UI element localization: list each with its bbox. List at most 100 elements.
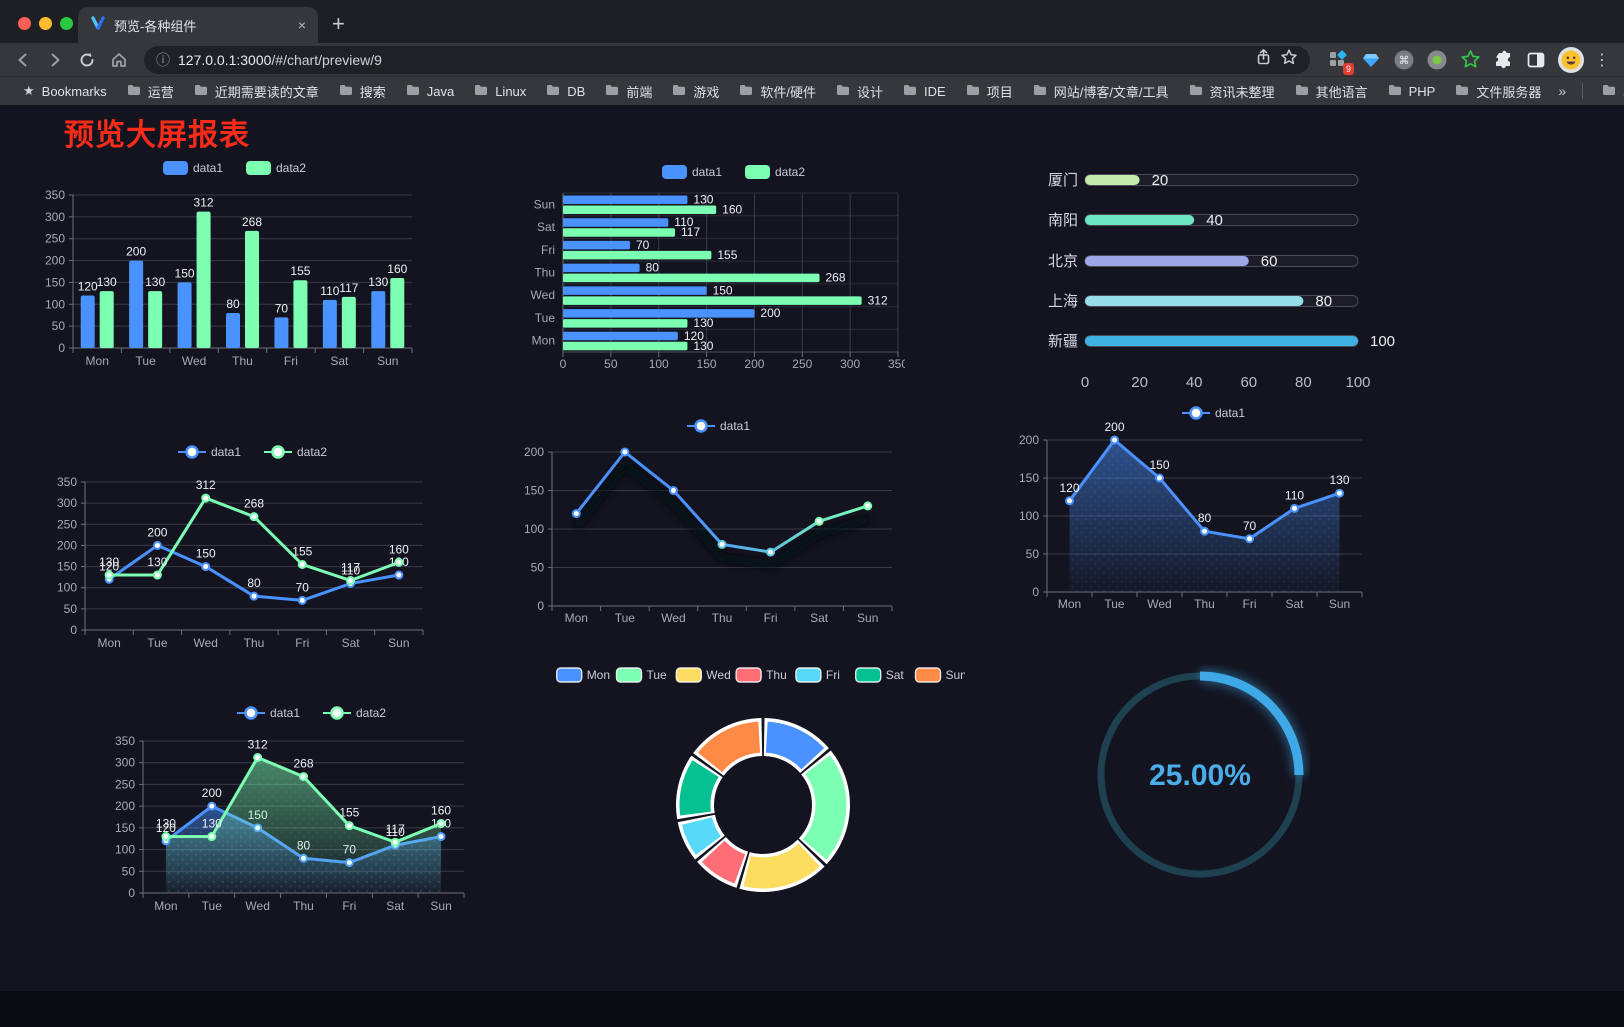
svg-text:150: 150 bbox=[175, 266, 195, 280]
svg-text:130: 130 bbox=[1329, 473, 1349, 487]
area-line-chart[interactable]: data1 0 50 100 150 200 Mon Tue Wed Thu Fri Sat Sun 12… bbox=[985, 400, 1385, 620]
bookmark-folder[interactable]: IDE bbox=[894, 81, 955, 102]
svg-text:Tue: Tue bbox=[1104, 597, 1125, 611]
svg-text:20: 20 bbox=[1131, 374, 1148, 391]
other-bookmarks-folder[interactable]: 其他书签 bbox=[1593, 79, 1624, 104]
bookmark-folder[interactable]: 资讯未整理 bbox=[1180, 79, 1284, 104]
bookmark-star-icon[interactable] bbox=[1280, 48, 1298, 71]
svg-text:200: 200 bbox=[744, 357, 764, 371]
svg-text:80: 80 bbox=[1198, 511, 1212, 525]
svg-text:Sat: Sat bbox=[886, 668, 905, 682]
back-button[interactable] bbox=[10, 47, 36, 73]
gradient-line-chart[interactable]: data1 0 50 100 150 200 Mon Tue Wed Thu Fri Sat Sun bbox=[505, 415, 900, 640]
reload-button[interactable] bbox=[74, 47, 100, 73]
svg-text:Wed: Wed bbox=[245, 899, 269, 913]
share-icon[interactable] bbox=[1255, 48, 1272, 71]
tab-close-icon[interactable]: × bbox=[297, 17, 306, 33]
svg-text:Tue: Tue bbox=[147, 636, 168, 650]
bookmark-folder[interactable]: 软件/硬件 bbox=[730, 79, 825, 104]
bookmark-folder[interactable]: DB bbox=[537, 81, 594, 102]
donut-chart[interactable]: Mon Tue Wed Thu Fri Sat Sun bbox=[555, 660, 965, 900]
forward-button[interactable] bbox=[42, 47, 68, 73]
horizontal-bar-chart[interactable]: data1 data2 0 50 100 150 200 250 300 350 Sun 130 160… bbox=[505, 150, 905, 375]
svg-text:Fri: Fri bbox=[342, 899, 356, 913]
progress-bar-chart[interactable]: 厦门 20 南阳 40 北京 60 上海 80 新疆 100 0 20 40 60 80 100 bbox=[1000, 150, 1400, 395]
svg-text:0: 0 bbox=[537, 599, 544, 613]
extension-gem-icon[interactable] bbox=[1359, 48, 1383, 72]
svg-text:250: 250 bbox=[792, 357, 812, 371]
bookmark-folder[interactable]: 设计 bbox=[827, 79, 892, 104]
svg-text:350: 350 bbox=[57, 475, 77, 489]
svg-text:312: 312 bbox=[194, 196, 214, 210]
grouped-bar-chart[interactable]: data1 data2 0 50 100 150 200 250 300 350 Mon Tue Wed… bbox=[40, 145, 460, 375]
svg-text:data2: data2 bbox=[276, 161, 306, 175]
extension-grid-icon[interactable]: 9 bbox=[1326, 48, 1354, 75]
svg-text:200: 200 bbox=[1019, 433, 1039, 447]
svg-text:⌘: ⌘ bbox=[1399, 55, 1410, 67]
extension-command-icon[interactable]: ⌘ bbox=[1392, 48, 1416, 72]
extension-star-icon[interactable] bbox=[1458, 48, 1482, 72]
svg-text:Tue: Tue bbox=[136, 354, 157, 368]
svg-text:300: 300 bbox=[57, 496, 77, 510]
page-info-icon[interactable]: ⓘ bbox=[156, 51, 170, 68]
minimize-window-button[interactable] bbox=[39, 17, 52, 30]
bookmark-folder[interactable]: 文件服务器 bbox=[1446, 79, 1550, 104]
bookmark-folder[interactable]: 前端 bbox=[596, 79, 661, 104]
folder-icon bbox=[1455, 84, 1469, 99]
close-window-button[interactable] bbox=[18, 17, 31, 30]
bookmark-folder[interactable]: 搜索 bbox=[330, 79, 395, 104]
browser-menu-icon[interactable]: ⋮ bbox=[1594, 51, 1610, 69]
side-panel-icon[interactable] bbox=[1524, 48, 1548, 72]
svg-text:Wed: Wed bbox=[661, 611, 685, 625]
gauge-progress-chart[interactable]: 25.00% bbox=[1090, 665, 1310, 885]
svg-text:100: 100 bbox=[1019, 509, 1039, 523]
svg-text:130: 130 bbox=[97, 275, 117, 289]
bookmark-folder[interactable]: Linux bbox=[465, 81, 535, 102]
svg-text:新疆: 新疆 bbox=[1048, 333, 1078, 350]
new-tab-button[interactable]: + bbox=[332, 11, 345, 36]
extension-record-icon[interactable] bbox=[1425, 48, 1449, 72]
svg-text:0: 0 bbox=[70, 623, 77, 637]
bookmarks-overflow-chevron[interactable]: » bbox=[1558, 83, 1567, 99]
svg-text:150: 150 bbox=[57, 560, 77, 574]
bookmark-folder[interactable]: 游戏 bbox=[663, 79, 728, 104]
svg-text:268: 268 bbox=[293, 757, 313, 771]
window-controls[interactable] bbox=[18, 17, 73, 30]
svg-text:120: 120 bbox=[684, 329, 704, 343]
home-button[interactable] bbox=[106, 47, 132, 73]
svg-text:200: 200 bbox=[147, 525, 167, 539]
page-title: 预览大屏报表 bbox=[64, 119, 250, 152]
svg-text:Wed: Wed bbox=[182, 354, 206, 368]
browser-tab[interactable]: 预览-各种组件 × bbox=[78, 7, 318, 43]
bookmark-folder[interactable]: 运营 bbox=[118, 79, 183, 104]
svg-text:Fri: Fri bbox=[284, 354, 298, 368]
svg-text:80: 80 bbox=[1315, 293, 1332, 310]
fullscreen-window-button[interactable] bbox=[60, 17, 73, 30]
bookmark-folder[interactable]: 网站/博客/文章/工具 bbox=[1024, 79, 1178, 104]
svg-text:80: 80 bbox=[226, 297, 240, 311]
extensions-row: 9 ⌘ bbox=[1322, 48, 1552, 75]
svg-text:50: 50 bbox=[52, 319, 66, 333]
tab-favicon-icon bbox=[90, 15, 106, 36]
svg-text:60: 60 bbox=[1240, 374, 1257, 391]
profile-avatar[interactable] bbox=[1558, 46, 1584, 73]
svg-text:110: 110 bbox=[674, 215, 693, 229]
bookmark-folder[interactable]: 项目 bbox=[957, 79, 1022, 104]
dual-line-chart[interactable]: data1 data2 0 50 100 150 200 250 300 350 Mon Tue Wed… bbox=[40, 440, 460, 675]
svg-text:70: 70 bbox=[1243, 519, 1257, 533]
svg-text:北京: 北京 bbox=[1048, 253, 1078, 270]
svg-text:150: 150 bbox=[115, 821, 135, 835]
bookmark-folder[interactable]: PHP bbox=[1379, 81, 1445, 102]
bookmark-folder[interactable]: Java bbox=[397, 81, 463, 102]
dual-area-chart[interactable]: data1 data2 0 50 100 150 200 250 300 350 Mon Tue Wed… bbox=[95, 700, 515, 920]
bookmarks-manager-item[interactable]: ★ Bookmarks bbox=[23, 83, 107, 99]
bookmark-folder[interactable]: 其他语言 bbox=[1286, 79, 1377, 104]
svg-text:110: 110 bbox=[1285, 488, 1304, 502]
extensions-puzzle-icon[interactable] bbox=[1491, 48, 1515, 72]
svg-text:200: 200 bbox=[524, 445, 544, 459]
svg-text:50: 50 bbox=[64, 602, 78, 616]
svg-text:100: 100 bbox=[1370, 333, 1395, 350]
bookmark-folder[interactable]: 近期需要读的文章 bbox=[185, 79, 328, 104]
address-bar[interactable]: ⓘ 127.0.0.1:3000/#/chart/preview/9 bbox=[144, 45, 1310, 74]
svg-text:200: 200 bbox=[45, 254, 65, 268]
